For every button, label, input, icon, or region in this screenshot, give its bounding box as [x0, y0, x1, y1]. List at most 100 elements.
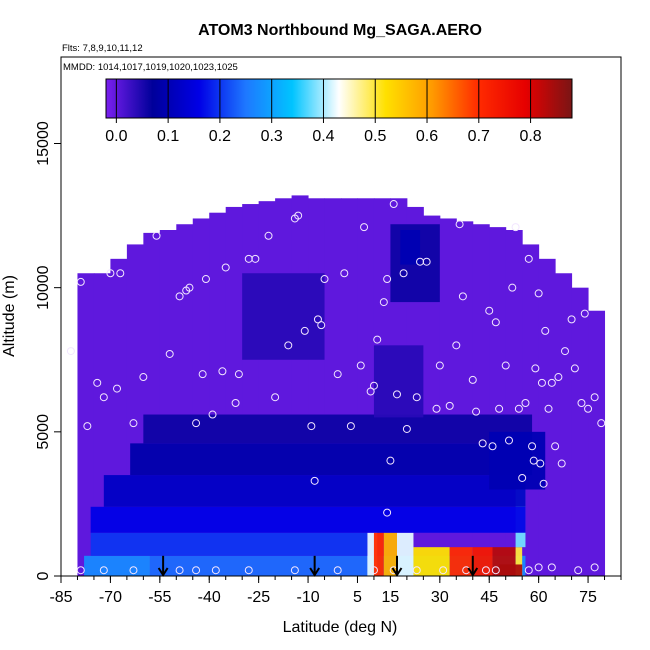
sample-point	[198, 370, 207, 379]
field-cell	[397, 532, 414, 576]
sample-point	[458, 292, 467, 301]
sample-point	[234, 370, 243, 379]
field-cell	[373, 345, 424, 418]
sample-point	[393, 390, 401, 399]
sample-point	[208, 410, 217, 419]
sample-point	[399, 269, 408, 278]
sample-point	[561, 347, 569, 356]
sample-point	[534, 563, 543, 572]
sample-point	[116, 269, 125, 278]
sample-point	[580, 309, 589, 318]
sample-point	[439, 566, 448, 575]
field-cell	[90, 506, 526, 533]
sample-point	[386, 456, 395, 465]
sample-point	[488, 442, 497, 451]
sample-point	[317, 321, 326, 330]
sample-point	[346, 422, 355, 431]
colorbar-gradient	[105, 78, 573, 119]
sample-point	[201, 275, 210, 284]
sample-point	[221, 263, 230, 272]
sample-point	[539, 479, 548, 488]
sample-point	[435, 361, 444, 370]
sample-point	[192, 566, 201, 575]
colorbar-tick-label: 0.2	[209, 128, 231, 145]
sample-point	[271, 393, 280, 402]
sample-point	[472, 407, 481, 416]
sample-point	[524, 566, 533, 575]
sample-point	[106, 269, 115, 278]
sample-point	[547, 378, 556, 387]
x-tick-label: -10	[296, 589, 319, 606]
sample-point	[529, 456, 538, 465]
sample-point	[307, 422, 316, 431]
sample-point	[422, 257, 431, 266]
sample-point	[412, 566, 421, 575]
sample-point	[584, 404, 593, 413]
field-cell	[400, 230, 421, 265]
sample-point	[244, 566, 253, 575]
sample-point	[192, 419, 201, 428]
sample-point	[455, 220, 464, 229]
x-tick-label: 15	[382, 589, 400, 606]
sample-point	[383, 275, 392, 284]
colorbar-tick-label: 0.1	[157, 128, 179, 145]
sample-point	[165, 349, 174, 358]
sample-point	[152, 231, 161, 240]
chart-title: ATOM3 Northbound Mg_SAGA.AERO	[198, 22, 482, 39]
sample-point	[83, 422, 92, 431]
sample-point	[541, 326, 550, 335]
sample-point	[531, 364, 540, 373]
field-cell	[449, 547, 473, 576]
x-tick-label: 75	[579, 589, 597, 606]
sample-point	[300, 326, 309, 335]
field-cell	[383, 532, 397, 576]
x-tick-label: -85	[49, 589, 72, 606]
field-cell	[84, 555, 150, 576]
y-tick-label: 5000	[35, 414, 52, 450]
x-tick-label: 30	[431, 589, 449, 606]
x-axis-label: Latitude (deg N)	[283, 619, 398, 636]
field-cell	[413, 547, 450, 576]
sample-point	[544, 404, 553, 413]
field-band	[522, 244, 540, 576]
sample-point	[501, 361, 510, 370]
field-cell	[90, 532, 368, 556]
sample-point	[373, 335, 382, 344]
sample-point	[511, 223, 520, 232]
x-tick-label: -70	[99, 589, 122, 606]
field-cell	[130, 443, 533, 476]
sample-point	[76, 277, 85, 286]
sample-point	[175, 292, 184, 301]
sample-point	[129, 419, 138, 428]
sample-point	[491, 566, 500, 575]
sample-point	[574, 566, 583, 575]
field-cell	[499, 564, 523, 576]
sample-point	[251, 254, 260, 263]
colorbar-tick-label: 0.5	[364, 128, 386, 145]
sample-point	[557, 459, 566, 468]
sample-points	[66, 200, 606, 575]
field-cell	[515, 547, 523, 576]
sample-point	[356, 361, 365, 370]
colorbar-tick-label: 0.6	[416, 128, 438, 145]
sample-point	[524, 254, 533, 263]
arrow-marker	[391, 555, 403, 577]
sample-point	[495, 404, 504, 413]
sample-point	[379, 298, 388, 307]
x-tick-label: -55	[148, 589, 171, 606]
field-cell	[373, 532, 384, 576]
sample-point	[175, 566, 184, 575]
colorbar-tick-label: 0.0	[105, 128, 127, 145]
sample-point	[211, 566, 220, 575]
x-axis: -85 -70 -55 -40 -25 -10 5 15 30 45 60 75	[49, 576, 622, 606]
sample-point	[468, 375, 477, 384]
sample-point	[491, 318, 500, 327]
arrow-marker	[467, 555, 479, 577]
sample-point	[333, 370, 342, 379]
marker-arrows	[157, 555, 479, 577]
sample-point	[508, 283, 517, 292]
sample-point	[99, 566, 108, 575]
sample-point	[551, 442, 560, 451]
colorbar-tick-label: 0.7	[468, 128, 490, 145]
sample-point	[570, 364, 579, 373]
